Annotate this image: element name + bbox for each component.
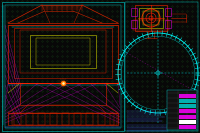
Bar — [86, 113, 93, 125]
Bar — [50, 113, 57, 125]
Bar — [167, 90, 197, 130]
Bar — [135, 5, 167, 31]
Bar — [179, 104, 196, 108]
Bar — [179, 120, 196, 124]
Bar — [131, 20, 137, 28]
Bar — [179, 125, 196, 129]
Bar — [110, 113, 117, 125]
Bar — [179, 94, 196, 98]
Bar — [36, 38, 90, 65]
Bar — [26, 113, 33, 125]
Bar — [179, 115, 196, 119]
Bar — [8, 25, 118, 83]
Bar — [14, 28, 112, 78]
Bar — [133, 20, 169, 30]
Bar — [139, 8, 163, 28]
Bar — [8, 113, 118, 125]
Bar — [179, 99, 196, 103]
Bar — [62, 113, 69, 125]
Bar — [38, 113, 45, 125]
Bar — [2, 2, 124, 131]
Bar — [12, 113, 114, 125]
Bar — [165, 8, 171, 16]
Bar — [179, 120, 196, 124]
Bar — [165, 20, 171, 28]
Bar — [143, 11, 159, 25]
Bar — [131, 8, 137, 16]
Bar — [5, 5, 121, 128]
Bar — [20, 30, 106, 73]
Bar — [30, 35, 96, 68]
Bar — [74, 113, 81, 125]
Bar — [14, 113, 21, 125]
Bar — [179, 109, 196, 113]
Bar — [20, 83, 106, 105]
Bar — [125, 2, 198, 131]
Bar — [98, 113, 105, 125]
